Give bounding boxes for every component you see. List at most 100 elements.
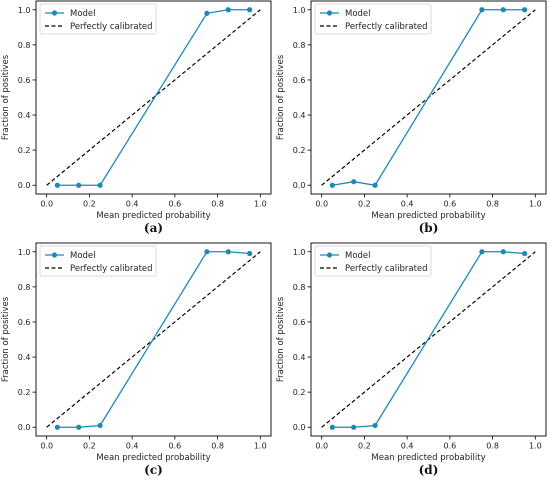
legend-box: [314, 3, 432, 35]
x-tick-label: 1.0: [529, 442, 542, 451]
y-tick-label: 0.2: [18, 388, 31, 397]
y-axis-label: Fraction of positives: [276, 54, 286, 140]
model-line: [332, 9, 525, 186]
perfectly-calibrated-line: [46, 9, 261, 186]
y-tick-label: 1.0: [293, 6, 306, 15]
model-line: [57, 251, 250, 428]
x-tick-label: 0.2: [83, 200, 96, 209]
y-tick-label: 0.2: [293, 146, 306, 155]
legend-reference-label: Perfectly calibrated: [70, 264, 153, 274]
panel-caption: (c): [144, 463, 163, 477]
panel-caption: (a): [144, 221, 163, 235]
y-tick-label: 0.6: [18, 318, 31, 327]
panel-caption: (b): [419, 221, 439, 235]
model-point: [97, 182, 103, 188]
model-point: [500, 249, 506, 255]
model-point: [97, 422, 103, 429]
x-tick-label: 0.8: [486, 442, 499, 451]
x-tick-label: 0.2: [358, 200, 371, 209]
y-tick-label: 0.0: [293, 181, 306, 190]
model-point: [522, 7, 528, 13]
legend-model-label: Model: [70, 251, 96, 261]
y-axis-label: Fraction of positives: [1, 54, 11, 140]
y-tick-label: 0.8: [293, 41, 306, 50]
x-tick-label: 0.0: [40, 442, 53, 451]
y-tick-label: 0.4: [18, 353, 31, 362]
axes-frame: [310, 0, 547, 195]
x-tick-label: 0.0: [40, 200, 53, 209]
x-tick-label: 0.4: [401, 442, 414, 451]
x-tick-label: 0.6: [168, 442, 181, 451]
model-point: [479, 249, 485, 255]
x-tick-label: 0.4: [126, 200, 139, 209]
x-tick-label: 0.8: [486, 200, 499, 209]
x-tick-label: 0.0: [315, 200, 328, 209]
legend-box: [39, 3, 157, 35]
model-point: [372, 422, 378, 429]
y-tick-label: 0.0: [18, 423, 31, 432]
y-tick-label: 0.8: [293, 283, 306, 292]
legend-reference-label: Perfectly calibrated: [70, 22, 153, 32]
y-tick-label: 0.6: [293, 318, 306, 327]
x-axis-label: Mean predicted probability: [96, 453, 210, 463]
model-point: [329, 424, 335, 430]
y-tick-label: 0.4: [18, 111, 31, 120]
x-tick-label: 0.8: [211, 442, 224, 451]
y-tick-label: 0.0: [293, 423, 306, 432]
x-tick-label: 1.0: [529, 200, 542, 209]
x-tick-label: 1.0: [254, 200, 267, 209]
legend-model-marker: [326, 10, 333, 16]
y-tick-label: 0.8: [18, 283, 31, 292]
model-point: [329, 182, 335, 188]
model-line: [332, 251, 525, 428]
axes-frame: [310, 242, 547, 437]
model-point: [76, 424, 82, 430]
y-axis-label: Fraction of positives: [276, 296, 286, 382]
model-point: [54, 182, 60, 188]
x-tick-label: 0.2: [83, 442, 96, 451]
x-tick-label: 0.6: [443, 200, 456, 209]
y-tick-label: 1.0: [18, 6, 31, 15]
model-point: [204, 249, 210, 255]
x-tick-label: 1.0: [254, 442, 267, 451]
axes-frame: [35, 242, 272, 437]
y-tick-label: 0.2: [293, 388, 306, 397]
panel-c: 0.0 0.2 0.4 0.6 0.8 1.0 0.0 0.2 0.4 0.6 0.8 1.0 Mean…: [1, 242, 272, 477]
y-tick-label: 0.0: [18, 181, 31, 190]
model-point: [372, 182, 378, 188]
x-axis-label: Mean predicted probability: [371, 211, 485, 221]
model-point: [522, 250, 528, 257]
legend-model-marker: [51, 10, 58, 16]
model-point: [225, 7, 231, 13]
legend-box: [39, 245, 157, 277]
legend-model-marker: [326, 252, 333, 258]
y-tick-label: 0.4: [293, 111, 306, 120]
model-point: [247, 250, 253, 257]
x-tick-label: 0.2: [358, 442, 371, 451]
panel-d: 0.0 0.2 0.4 0.6 0.8 1.0 0.0 0.2 0.4 0.6 0.8 1.0 Mean…: [276, 242, 547, 477]
y-tick-label: 1.0: [18, 248, 31, 257]
y-tick-label: 1.0: [293, 248, 306, 257]
x-tick-label: 0.6: [168, 200, 181, 209]
legend-reference-label: Perfectly calibrated: [345, 22, 428, 32]
y-tick-label: 0.6: [293, 76, 306, 85]
y-tick-label: 0.4: [293, 353, 306, 362]
model-point: [351, 179, 357, 185]
model-line: [57, 9, 250, 186]
x-tick-label: 0.0: [315, 442, 328, 451]
legend-model-marker: [51, 252, 58, 258]
model-point: [479, 7, 485, 13]
x-tick-label: 0.8: [211, 200, 224, 209]
panel-a: 0.0 0.2 0.4 0.6 0.8 1.0 0.0 0.2 0.4 0.6 0.8 1.0 Mean…: [1, 0, 272, 235]
x-tick-label: 0.6: [443, 442, 456, 451]
model-point: [247, 7, 253, 13]
model-point: [500, 7, 506, 13]
x-axis-label: Mean predicted probability: [371, 453, 485, 463]
panel-caption: (d): [419, 463, 439, 477]
legend-model-label: Model: [345, 251, 371, 261]
model-point: [225, 249, 231, 255]
legend-model-label: Model: [345, 9, 371, 19]
panel-b: 0.0 0.2 0.4 0.6 0.8 1.0 0.0 0.2 0.4 0.6 0.8 1.0 Mean…: [276, 0, 547, 235]
legend-reference-label: Perfectly calibrated: [345, 264, 428, 274]
